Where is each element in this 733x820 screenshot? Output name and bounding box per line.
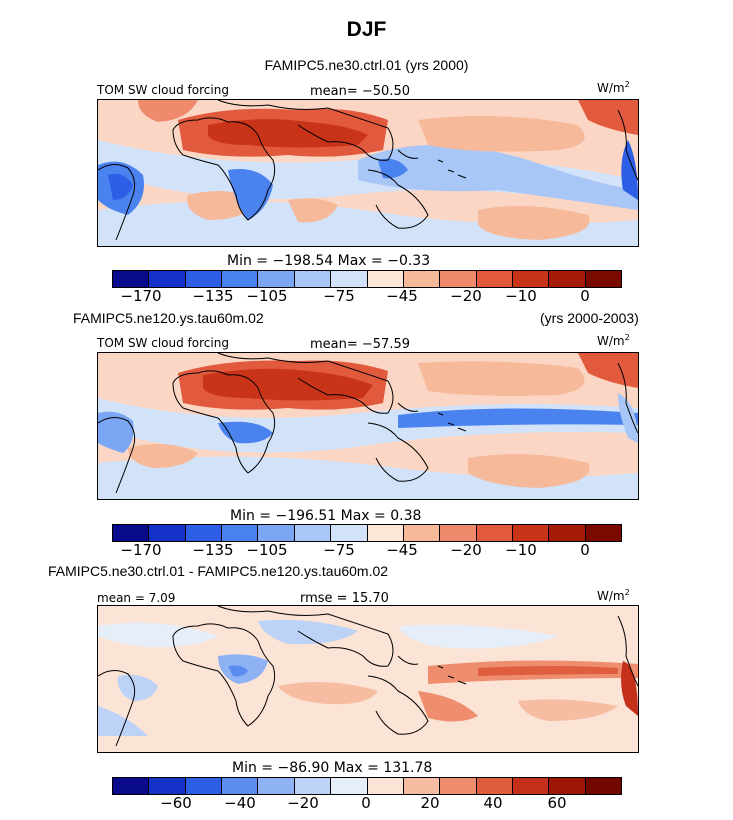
panel1-minmax: Min = −198.54 Max = −0.33: [227, 253, 431, 269]
panel1-subtitle: FAMIPC5.ne30.ctrl.01 (yrs 2000): [264, 57, 469, 73]
panel1-units: W/m2: [597, 80, 630, 95]
panel1-tick: −10: [505, 287, 537, 305]
panel2-tick: 0: [580, 541, 590, 559]
panel3-tick: 60: [547, 794, 567, 812]
panel1-tick: 0: [580, 287, 590, 305]
panel1-field: [98, 100, 638, 246]
panel3-rmse-label: rmse = 15.70: [300, 591, 389, 606]
panel1-tick: −75: [323, 287, 355, 305]
panel1-tick: −20: [450, 287, 482, 305]
panel3-field: [98, 606, 638, 752]
panel3-tick: 40: [483, 794, 503, 812]
panel1-map: [97, 99, 639, 247]
panel3-colorbar: [112, 777, 622, 795]
panel2-mean-label: mean= −57.59: [310, 337, 411, 352]
panel1-tick: −45: [386, 287, 418, 305]
panel2-tick: −75: [323, 541, 355, 559]
panel3-minmax: Min = −86.90 Max = 131.78: [232, 760, 433, 776]
panel1-tick: −170: [120, 287, 162, 305]
panel2-units: W/m2: [597, 333, 630, 348]
panel2-tick: −170: [120, 541, 162, 559]
panel2-tick: −45: [386, 541, 418, 559]
panel2-field: [98, 353, 638, 499]
panel3-tick: −60: [160, 794, 192, 812]
panel3-units: W/m2: [597, 588, 630, 603]
panel2-minmax: Min = −196.51 Max = 0.38: [230, 508, 422, 524]
panel3-tick: 20: [420, 794, 440, 812]
panel2-colorbar: [112, 524, 622, 542]
panel1-variable-label: TOM SW cloud forcing: [97, 83, 229, 97]
panel1-tick: −135: [192, 287, 234, 305]
panel2-subtitle-right: (yrs 2000-2003): [540, 310, 639, 326]
panel1-tick: −105: [246, 287, 288, 305]
figure-title: DJF: [346, 18, 387, 41]
panel3-tick: 0: [361, 794, 371, 812]
panel2-map: [97, 352, 639, 500]
panel3-subtitle-left: FAMIPC5.ne30.ctrl.01 - FAMIPC5.ne120.ys.…: [48, 563, 389, 579]
panel3-mean-label: mean = 7.09: [97, 591, 176, 605]
panel1-colorbar: [112, 270, 622, 288]
panel1-mean-label: mean= −50.50: [310, 84, 411, 99]
panel3-tick: −40: [224, 794, 256, 812]
panel2-tick: −135: [192, 541, 234, 559]
panel2-tick: −20: [450, 541, 482, 559]
panel2-variable-label: TOM SW cloud forcing: [97, 336, 229, 350]
panel3-map: [97, 605, 639, 753]
panel2-tick: −105: [246, 541, 288, 559]
panel2-tick: −10: [505, 541, 537, 559]
panel2-subtitle-left: FAMIPC5.ne120.ys.tau60m.02: [73, 310, 264, 326]
panel3-tick: −20: [287, 794, 319, 812]
